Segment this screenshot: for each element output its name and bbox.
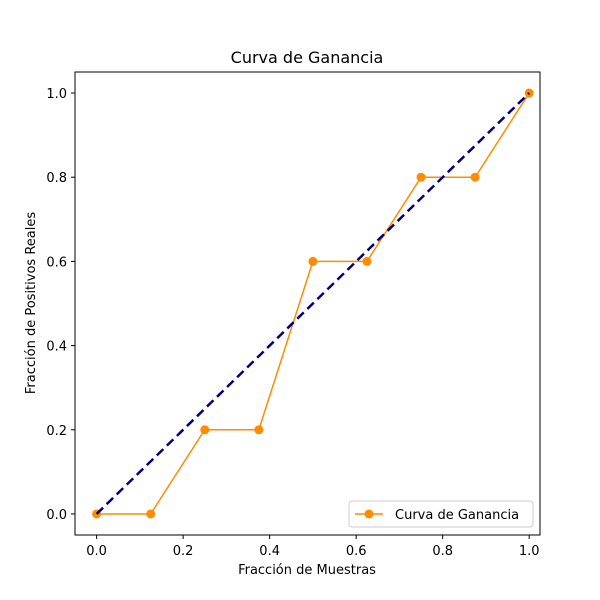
- x-tick-label: 0.8: [432, 544, 453, 559]
- random-baseline-line: [95, 92, 531, 515]
- y-tick-label: 0.8: [46, 171, 67, 186]
- y-tick-label: 1.0: [46, 87, 67, 102]
- plot-area: 0.0 0.2 0.4 0.6 0.8 1.0 0.0 0.2 0.4 0.6 0.8 1.0: [46, 71, 541, 559]
- x-tick-label: 0.6: [346, 544, 367, 559]
- y-tick-label: 0.2: [46, 424, 67, 439]
- series-layer: [92, 88, 534, 519]
- legend-box: [348, 500, 534, 528]
- x-tick-label: 1.0: [519, 544, 540, 559]
- gain-curve-point: [524, 88, 534, 98]
- x-tick-label: 0.0: [86, 544, 107, 559]
- x-tick-label: 0.4: [259, 544, 280, 559]
- x-axis: 0.0 0.2 0.4 0.6 0.8 1.0: [86, 535, 540, 559]
- y-tick-label: 0.6: [46, 255, 67, 270]
- x-axis-label: Fracción de Muestras: [238, 563, 376, 578]
- gain-curve-point: [200, 425, 210, 435]
- legend: Curva de Ganancia: [348, 500, 534, 528]
- x-tick-label: 0.2: [173, 544, 194, 559]
- y-axis-label: Fracción de Positivos Reales: [24, 212, 39, 394]
- plot-frame: [74, 71, 541, 536]
- gain-curve-point: [470, 172, 480, 182]
- gain-curve-point: [362, 256, 372, 266]
- y-tick-label: 0.4: [46, 340, 67, 355]
- gain-curve-point: [416, 172, 426, 182]
- gain-curve-point: [146, 509, 156, 519]
- legend-marker: [364, 509, 374, 519]
- gain-curve-point: [308, 256, 318, 266]
- y-tick-label: 0.0: [46, 508, 67, 523]
- chart-title: Curva de Ganancia: [231, 48, 384, 67]
- gain-curve-point: [254, 425, 264, 435]
- y-axis: 0.0 0.2 0.4 0.6 0.8 1.0: [46, 87, 75, 523]
- legend-label: Curva de Ganancia: [395, 508, 519, 523]
